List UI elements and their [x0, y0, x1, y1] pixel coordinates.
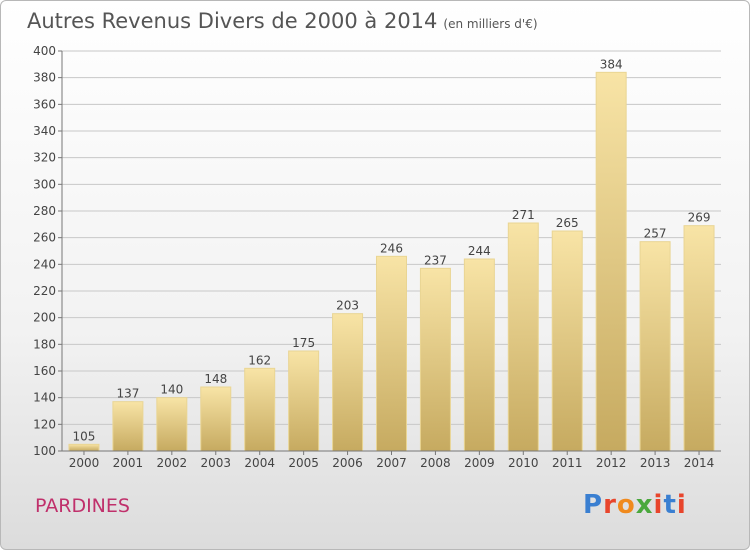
data-label-2004: 162	[248, 353, 271, 367]
bar-2012	[595, 71, 627, 452]
title-text: Autres Revenus Divers de 2000 à 2014	[27, 9, 438, 33]
y-tick-label: 240	[33, 257, 56, 271]
data-label-2013: 257	[644, 227, 667, 241]
y-tick-label: 200	[33, 311, 56, 325]
x-tick-label: 2012	[596, 456, 627, 470]
bar-2003	[200, 386, 232, 452]
y-tick-label: 280	[33, 204, 56, 218]
bar-2014	[683, 225, 715, 452]
x-tick-label: 2008	[420, 456, 451, 470]
bar-2010	[507, 222, 539, 452]
data-label-2006: 203	[336, 299, 359, 313]
data-label-2009: 244	[468, 244, 491, 258]
bar-2002	[156, 397, 188, 452]
x-tick-label: 2004	[244, 456, 275, 470]
unit-label: (en milliers d'€)	[443, 17, 538, 31]
data-labels: 105 137 140 148 162 175 203 246 237 244 271 265 384 2…	[73, 57, 711, 443]
x-tick-label: 2002	[157, 456, 188, 470]
data-label-2007: 246	[380, 241, 403, 255]
x-tick-label: 2011	[552, 456, 583, 470]
data-label-2011: 265	[556, 216, 579, 230]
y-tick-label: 320	[33, 151, 56, 165]
bar-2007	[376, 255, 407, 452]
x-tick-label: 2000	[69, 456, 100, 470]
proxiti-logo: Proxiti	[583, 490, 687, 520]
x-tick-label: 2003	[200, 456, 231, 470]
data-label-2003: 148	[204, 372, 227, 386]
y-tick-label: 360	[33, 97, 56, 111]
y-tick-label: 340	[33, 124, 56, 138]
bar-2001	[112, 401, 144, 452]
x-tick-label: 2007	[376, 456, 407, 470]
data-label-2002: 140	[160, 383, 183, 397]
bar-2009	[463, 258, 495, 452]
logo-letter: t	[663, 490, 677, 520]
data-label-2000: 105	[73, 429, 96, 443]
bar-2004	[244, 367, 276, 452]
logo-letter: i	[653, 490, 664, 520]
bar-2008	[419, 267, 451, 452]
x-tick-label: 2013	[640, 456, 671, 470]
x-tick-label: 2005	[288, 456, 319, 470]
y-tick-label: 380	[33, 71, 56, 85]
bar-2000	[68, 443, 100, 452]
logo-letter: o	[616, 490, 636, 520]
y-tick-label: 120	[33, 417, 56, 431]
x-tick-label: 2006	[332, 456, 363, 470]
logo-letter: P	[583, 490, 604, 520]
bar-2011	[551, 230, 583, 452]
y-tick-label: 100	[33, 444, 56, 458]
x-tick-label: 2001	[113, 456, 144, 470]
y-tick-label: 220	[33, 284, 56, 298]
logo-letter: x	[635, 490, 654, 520]
bars	[68, 71, 715, 452]
chart-title: Autres Revenus Divers de 2000 à 2014 (en …	[27, 9, 538, 33]
data-label-2012: 384	[600, 57, 623, 71]
bar-2013	[639, 241, 671, 452]
x-axis-ticks: 2000 2001 2002 2003 2004 2005 2006 2007 2008 2009…	[69, 451, 715, 470]
data-label-2014: 269	[688, 211, 711, 225]
data-label-2005: 175	[292, 336, 315, 350]
x-tick-label: 2009	[464, 456, 495, 470]
x-tick-label: 2010	[508, 456, 539, 470]
y-tick-label: 400	[33, 44, 56, 58]
bar-2005	[288, 350, 320, 452]
data-label-2010: 271	[512, 208, 535, 222]
bar-2006	[332, 313, 364, 452]
y-tick-label: 300	[33, 177, 56, 191]
data-label-2001: 137	[116, 387, 139, 401]
logo-letter: i	[676, 490, 687, 520]
y-tick-label: 180	[33, 337, 56, 351]
y-axis-ticks: 100 120 140 160 180 200 220 240 260 280 300 320 340 3…	[33, 44, 62, 458]
y-tick-label: 260	[33, 231, 56, 245]
logo-letter: r	[603, 490, 617, 520]
x-tick-label: 2014	[684, 456, 715, 470]
data-label-2008: 237	[424, 253, 447, 267]
y-tick-label: 140	[33, 391, 56, 405]
place-name: PARDINES	[35, 495, 130, 517]
y-tick-label: 160	[33, 364, 56, 378]
